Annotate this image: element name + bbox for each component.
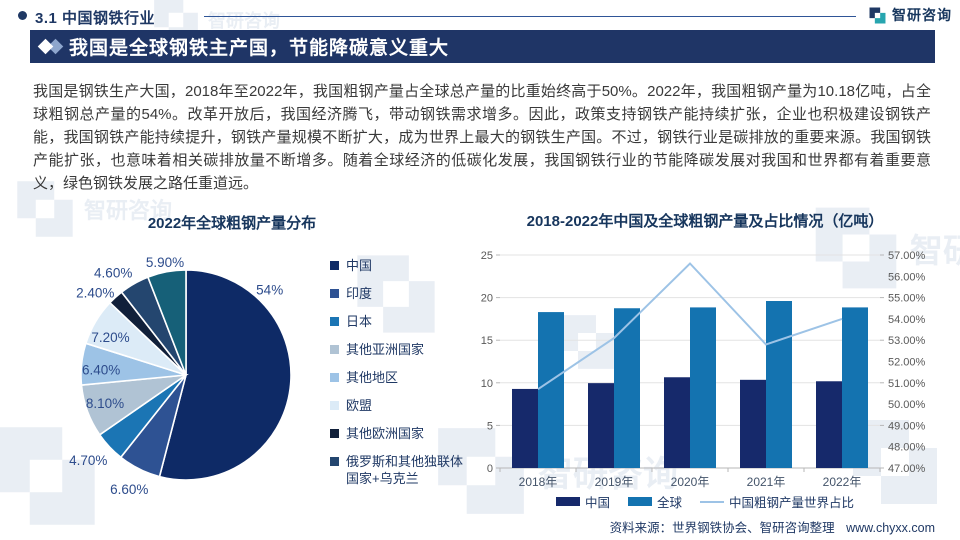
pie-chart-title: 2022年全球粗钢产量分布	[147, 215, 317, 232]
right-axis-tick-label: 50.00%	[888, 399, 926, 411]
bar-legend-item: 中国	[555, 492, 610, 511]
double-diamond-icon	[37, 38, 65, 54]
source-text: 资料来源：世界钢铁协会、智研咨询整理	[609, 521, 835, 535]
logo-text: 智研咨询	[892, 7, 952, 23]
website-text: www.chyxx.com	[846, 521, 935, 535]
bar-legend-item: 全球	[627, 492, 682, 511]
bar-line-chart: 0 5 10 15 20 25 47.00% 48.00% 49.00% 50.00% 51.00%…	[481, 250, 926, 489]
bar-china	[664, 377, 690, 468]
bar-global	[842, 307, 868, 468]
legend-label: 中国	[346, 258, 373, 273]
bar-china	[588, 383, 614, 468]
legend-swatch-icon	[330, 373, 339, 382]
header-rule	[204, 16, 856, 17]
right-axis-tick-label: 51.00%	[888, 378, 926, 390]
right-axis-tick-label: 49.00%	[888, 420, 926, 432]
bar-global	[614, 308, 640, 468]
pie-legend-item: 其他欧洲国家	[330, 425, 464, 442]
pie-legend-item: 中国	[330, 257, 464, 274]
legend-label: 其他欧洲国家	[346, 426, 425, 441]
banner-title: 我国是全球钢铁主产国，节能降碳意义重大	[69, 38, 450, 59]
pie-data-label: 8.10%	[86, 396, 124, 411]
bar-global	[766, 301, 792, 468]
right-axis-tick-label: 47.00%	[888, 463, 926, 475]
left-axis-tick-label: 5	[487, 420, 493, 432]
right-axis-tick-label: 53.00%	[888, 335, 926, 347]
legend-swatch-icon	[627, 497, 652, 506]
pie-data-label: 4.60%	[94, 265, 132, 280]
x-category-label: 2018年	[519, 475, 558, 489]
legend-swatch-icon	[330, 345, 339, 354]
pie-legend: 中国印度日本其他亚洲国家 其他地区欧盟其他欧洲国家俄罗斯和其他独联体国家+乌克兰	[330, 257, 464, 498]
pie-legend-item: 印度	[330, 285, 464, 302]
right-axis-tick-label: 55.00%	[888, 293, 926, 305]
bar-china	[512, 388, 538, 468]
pie-legend-item: 其他亚洲国家	[330, 341, 464, 358]
pie-data-label: 5.90%	[146, 255, 184, 270]
legend-label: 中国粗钢产量世界占比	[729, 496, 855, 510]
legend-label: 印度	[346, 286, 373, 301]
x-category-label: 2020年	[671, 475, 710, 489]
right-axis-tick-label: 52.00%	[888, 357, 926, 369]
legend-swatch-icon	[330, 429, 339, 438]
bar-chart-legend: 中国 全球 中国粗钢产量世界占比	[470, 492, 940, 511]
banner: 我国是全球钢铁主产国，节能降碳意义重大	[30, 30, 935, 63]
right-axis-tick-label: 54.00%	[888, 314, 926, 326]
pie-data-label: 54%	[256, 282, 283, 297]
left-axis-tick-label: 25	[481, 250, 493, 262]
pie-slice	[158, 269, 292, 481]
left-axis-tick-label: 15	[481, 335, 493, 347]
bar-china	[816, 381, 842, 468]
legend-swatch-icon	[330, 457, 339, 466]
left-axis-tick-label: 10	[481, 378, 493, 390]
section-bullet-icon	[18, 11, 27, 20]
left-axis-tick-label: 20	[481, 293, 493, 305]
legend-label: 全球	[656, 496, 682, 510]
legend-line-icon	[700, 500, 724, 503]
logo-mark-icon	[869, 7, 886, 23]
header: 3.1 中国钢铁行业 智研咨询	[0, 0, 960, 28]
x-category-label: 2021年	[747, 475, 786, 489]
bar-global	[538, 312, 564, 468]
x-category-label: 2022年	[823, 475, 862, 489]
right-axis-tick-label: 56.00%	[888, 271, 926, 283]
pie-data-label: 4.70%	[69, 453, 107, 468]
bar-legend-item: 中国粗钢产量世界占比	[700, 492, 854, 511]
pie-data-label: 7.20%	[91, 330, 129, 345]
pie-chart: 54% 6.60%4.70% 8.10% 6.40% 7.20% 2.40% 4.60% 5.…	[69, 255, 292, 497]
bar-chart-title: 2018-2022年中国及全球粗钢产量及占比情况（亿吨）	[526, 213, 884, 230]
legend-label: 其他亚洲国家	[346, 342, 425, 357]
left-axis-tick-label: 0	[487, 463, 493, 475]
pie-slice	[146, 269, 187, 376]
legend-label: 中国	[584, 496, 610, 510]
pie-legend-item: 欧盟	[330, 397, 464, 414]
legend-label: 日本	[346, 314, 373, 329]
legend-label: 欧盟	[346, 398, 373, 413]
body-paragraph: 我国是钢铁生产大国，2018年至2022年，我国粗钢产量占全球总产量的比重始终高…	[33, 83, 931, 192]
pie-data-label: 6.60%	[110, 482, 148, 497]
brand-logo: 智研咨询	[868, 5, 952, 25]
legend-swatch-icon	[330, 401, 339, 410]
section-title: 3.1 中国钢铁行业	[35, 10, 156, 27]
legend-label: 俄罗斯和其他独联体国家+乌克兰	[346, 454, 464, 486]
pie-legend-item: 其他地区	[330, 369, 464, 386]
legend-swatch-icon	[330, 289, 339, 298]
source-footer: 资料来源：世界钢铁协会、智研咨询整理 www.chyxx.com	[602, 517, 935, 536]
bar-global	[690, 307, 716, 468]
pie-legend-item: 俄罗斯和其他独联体国家+乌克兰	[330, 453, 464, 487]
right-axis-tick-label: 57.00%	[888, 250, 926, 262]
legend-label: 其他地区	[346, 370, 399, 385]
legend-swatch-icon	[555, 497, 580, 506]
bar-china	[740, 379, 766, 468]
pie-data-label: 6.40%	[82, 363, 120, 378]
legend-swatch-icon	[330, 317, 339, 326]
x-category-label: 2019年	[595, 475, 634, 489]
share-line	[537, 262, 843, 391]
legend-swatch-icon	[330, 261, 339, 270]
pie-legend-item: 日本	[330, 313, 464, 330]
right-axis-tick-label: 48.00%	[888, 442, 926, 454]
pie-data-label: 2.40%	[76, 285, 114, 300]
